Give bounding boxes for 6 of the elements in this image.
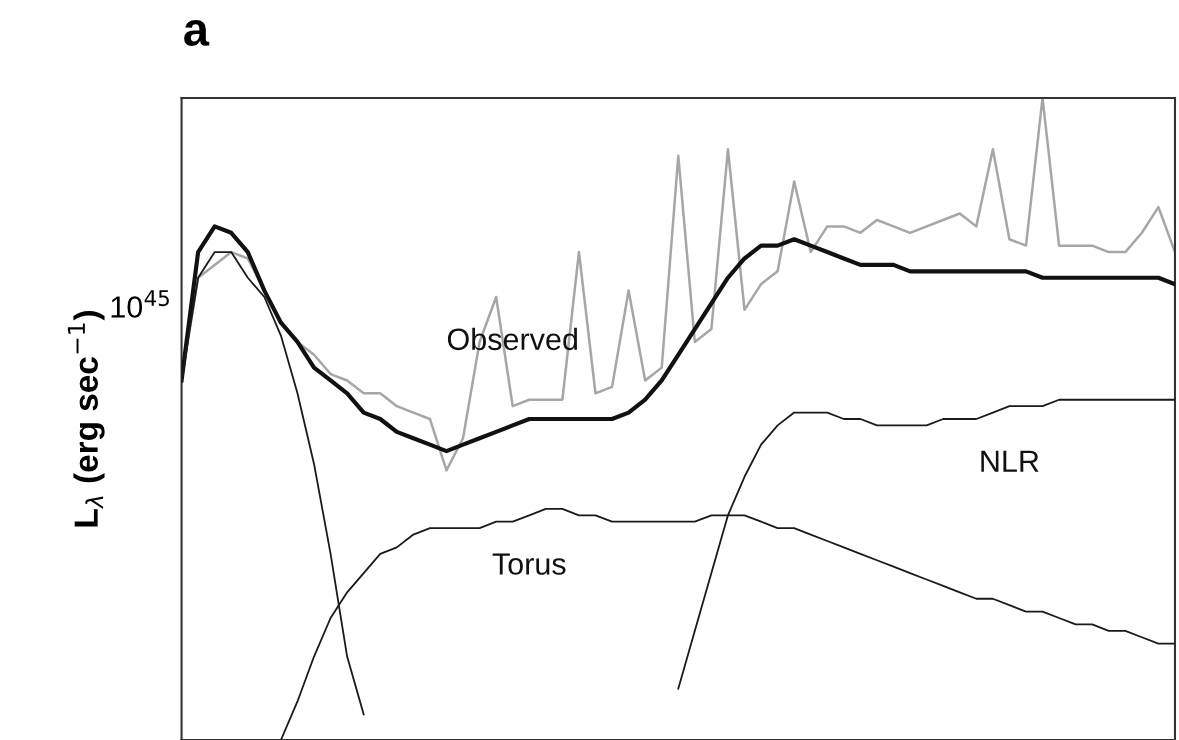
series-label: Observed: [447, 327, 577, 351]
series-label: Torus: [492, 553, 566, 575]
text: 10$^{45}$: [111, 290, 169, 318]
chart-title: a: [184, 20, 210, 46]
series-label: NLR: [981, 450, 1039, 472]
y-axis-title: L$_{λ}$ (erg sec$^{−1}$): [67, 311, 105, 527]
